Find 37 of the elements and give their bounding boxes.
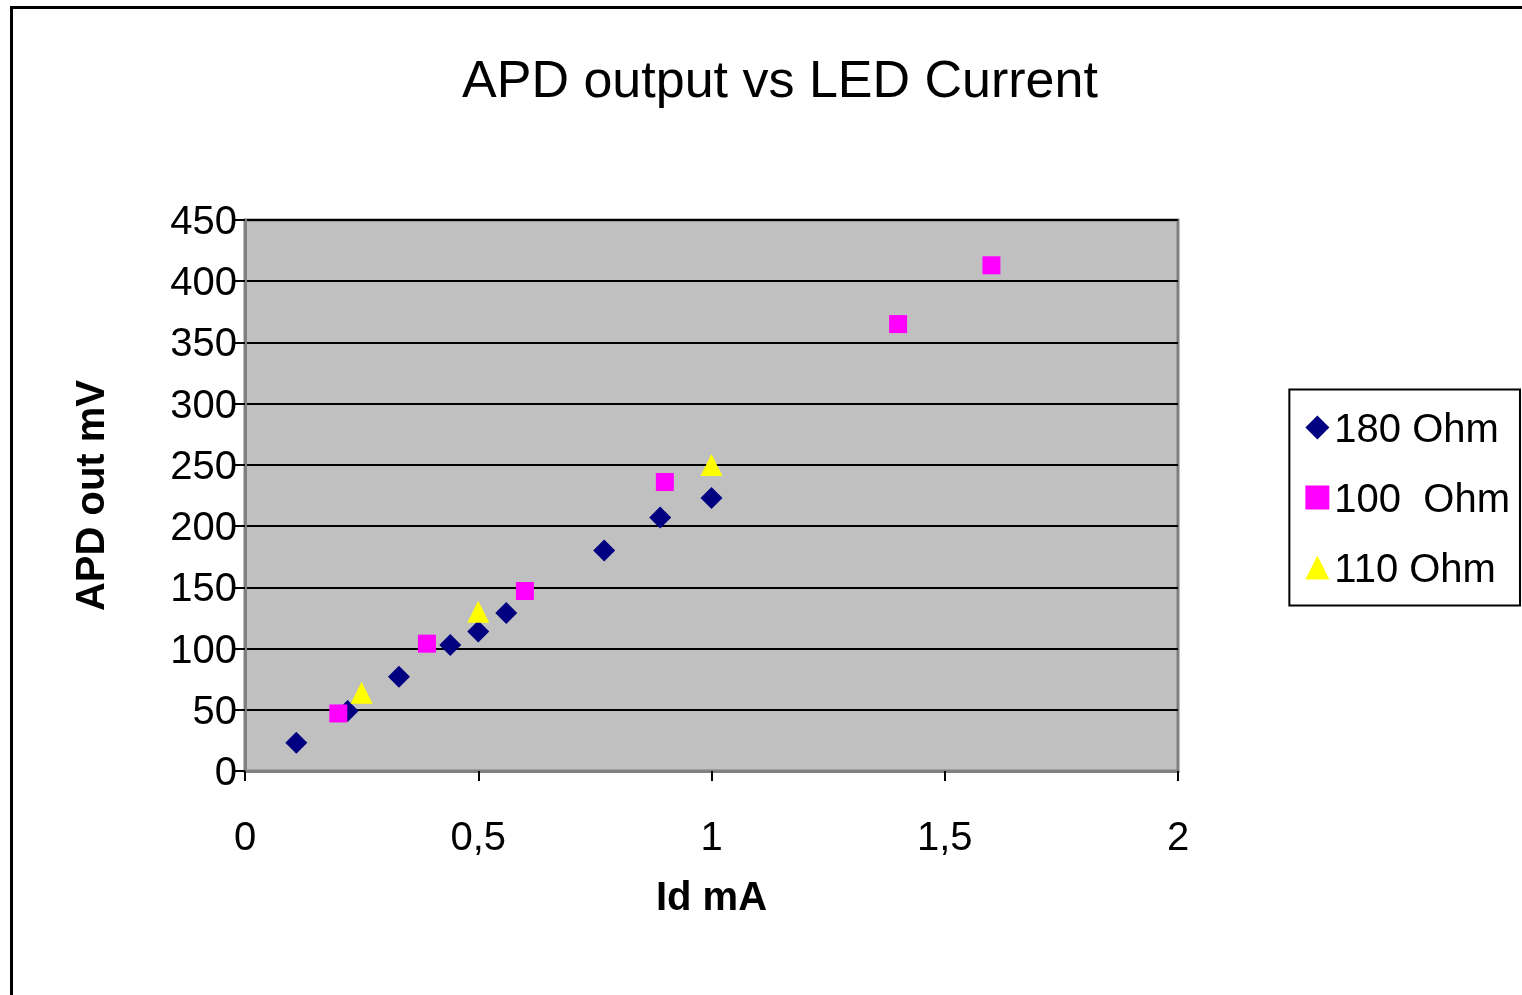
point <box>439 633 462 656</box>
point <box>285 731 308 754</box>
y-tick-label: 450 <box>170 198 237 242</box>
point <box>417 634 436 653</box>
point <box>700 486 723 509</box>
point <box>387 665 410 688</box>
point <box>467 620 490 643</box>
legend-label: 100 Ohm <box>1334 475 1511 520</box>
point <box>515 582 534 601</box>
point <box>495 602 518 625</box>
x-tick-label: 0,5 <box>450 814 507 858</box>
point <box>700 453 723 476</box>
y-tick-label: 350 <box>170 320 237 365</box>
y-tick-label: 400 <box>170 259 237 304</box>
point <box>889 315 908 334</box>
point <box>467 600 490 623</box>
y-tick-label: 50 <box>192 687 237 732</box>
y-tick-label: 150 <box>170 565 237 610</box>
legend-label: 180 Ohm <box>1334 405 1499 450</box>
point <box>982 256 1001 275</box>
x-tick-label: 2 <box>1166 814 1190 858</box>
x-axis-title: Id mA <box>655 874 768 918</box>
point <box>350 681 373 704</box>
y-tick-label: 300 <box>170 381 237 426</box>
y-axis-title: APD out mV <box>68 379 112 612</box>
x-tick-label: 1 <box>700 814 723 858</box>
y-tick-label: 250 <box>170 442 237 487</box>
point <box>649 506 672 529</box>
point <box>655 473 674 492</box>
chart-title: APD output vs LED Current <box>462 50 1099 108</box>
y-tick-label: 0 <box>214 749 237 793</box>
point <box>329 704 348 723</box>
legend-label: 110 Ohm <box>1334 545 1496 590</box>
point <box>593 539 616 562</box>
y-tick-label: 100 <box>170 626 237 671</box>
x-tick-label: 1,5 <box>916 814 973 858</box>
y-tick-label: 200 <box>170 504 237 549</box>
